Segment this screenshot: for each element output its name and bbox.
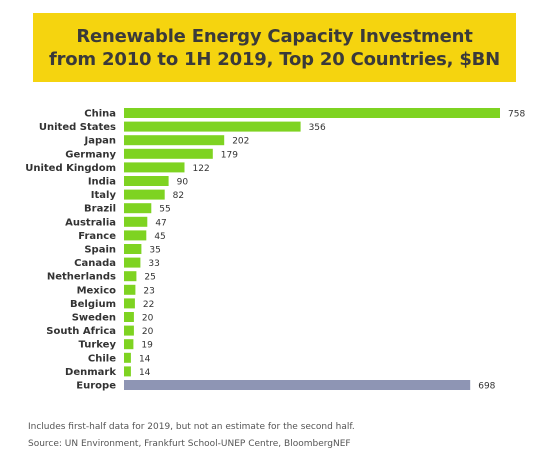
category-label-brazil: Brazil <box>84 204 116 215</box>
value-label-mexico: 23 <box>143 286 154 296</box>
bar-denmark <box>124 366 131 377</box>
bar-italy <box>124 189 165 200</box>
value-label-france: 45 <box>154 232 165 242</box>
category-label-india: India <box>88 177 116 188</box>
bar-chile <box>124 352 131 363</box>
bar-chart: China 758 United States 356 Japan 202 Germany 1… <box>25 108 525 392</box>
value-label-united-kingdom: 122 <box>193 164 210 174</box>
bar-india <box>124 176 169 186</box>
category-label-australia: Australia <box>65 217 116 228</box>
value-label-china: 758 <box>508 110 525 120</box>
value-label-united-states: 356 <box>309 123 326 133</box>
source-note: Source: UN Environment, Frankfurt School… <box>28 439 351 449</box>
category-label-france: France <box>78 231 116 242</box>
category-label-spain: Spain <box>84 245 116 256</box>
value-label-canada: 33 <box>148 259 159 269</box>
bar-spain <box>124 244 142 254</box>
category-label-china: China <box>84 109 116 120</box>
bar-netherlands <box>124 271 137 282</box>
category-label-canada: Canada <box>74 258 116 269</box>
value-label-netherlands: 25 <box>144 273 155 283</box>
value-label-belgium: 22 <box>143 300 154 310</box>
bar-belgium <box>124 298 135 309</box>
bar-south-africa <box>124 325 134 336</box>
value-label-europe: 698 <box>478 382 495 392</box>
category-label-belgium: Belgium <box>70 299 116 310</box>
bar-brazil <box>124 203 152 214</box>
value-label-brazil: 55 <box>159 205 170 215</box>
bar-united-kingdom <box>124 162 185 173</box>
title-banner: Renewable Energy Capacity Investment fro… <box>33 13 516 82</box>
value-label-australia: 47 <box>155 218 166 228</box>
chart-title-line-1: Renewable Energy Capacity Investment <box>76 25 473 47</box>
value-label-turkey: 19 <box>141 341 153 351</box>
bar-turkey <box>124 339 134 350</box>
category-label-germany: Germany <box>65 149 116 160</box>
bar-japan <box>124 135 225 146</box>
category-label-chile: Chile <box>88 353 116 364</box>
category-label-netherlands: Netherlands <box>47 272 116 283</box>
category-label-italy: Italy <box>91 190 117 201</box>
category-label-europe: Europe <box>76 381 116 392</box>
category-label-south-africa: South Africa <box>46 326 116 337</box>
value-label-sweden: 20 <box>142 314 154 324</box>
value-label-india: 90 <box>177 178 189 188</box>
chart-title-line-2: from 2010 to 1H 2019, Top 20 Countries, … <box>48 48 501 70</box>
value-label-chile: 14 <box>139 354 151 364</box>
category-label-mexico: Mexico <box>77 285 117 296</box>
value-label-germany: 179 <box>221 150 238 160</box>
footnote: Includes first-half data for 2019, but n… <box>28 422 355 432</box>
bar-sweden <box>124 312 134 322</box>
category-label-japan: Japan <box>84 136 117 147</box>
bar-australia <box>124 216 148 227</box>
value-label-south-africa: 20 <box>142 327 154 337</box>
bar-europe <box>124 380 471 390</box>
category-label-united-kingdom: United Kingdom <box>25 163 116 174</box>
bar-china <box>124 108 500 118</box>
value-label-denmark: 14 <box>139 368 151 378</box>
category-label-united-states: United States <box>39 122 116 133</box>
value-label-italy: 82 <box>173 191 184 201</box>
category-label-denmark: Denmark <box>65 367 116 378</box>
value-label-japan: 202 <box>232 137 249 147</box>
category-label-sweden: Sweden <box>72 313 116 324</box>
bar-canada <box>124 257 141 268</box>
bar-mexico <box>124 284 136 295</box>
bar-germany <box>124 148 213 159</box>
bar-united-states <box>124 121 301 132</box>
value-label-spain: 35 <box>149 246 160 256</box>
bar-france <box>124 230 147 241</box>
category-label-turkey: Turkey <box>79 340 117 351</box>
